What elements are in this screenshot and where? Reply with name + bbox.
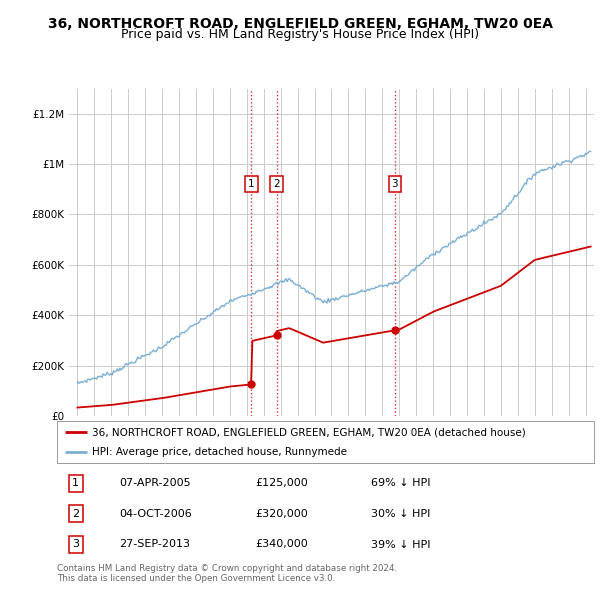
Text: Price paid vs. HM Land Registry's House Price Index (HPI): Price paid vs. HM Land Registry's House … (121, 28, 479, 41)
Text: 3: 3 (72, 539, 79, 549)
Text: HPI: Average price, detached house, Runnymede: HPI: Average price, detached house, Runn… (92, 447, 347, 457)
Text: 04-OCT-2006: 04-OCT-2006 (119, 509, 191, 519)
Text: £320,000: £320,000 (256, 509, 308, 519)
Text: 1: 1 (248, 179, 255, 189)
Text: 3: 3 (392, 179, 398, 189)
Text: £340,000: £340,000 (256, 539, 308, 549)
Text: 1: 1 (72, 478, 79, 489)
Text: 39% ↓ HPI: 39% ↓ HPI (371, 539, 431, 549)
Text: 2: 2 (72, 509, 79, 519)
Text: 36, NORTHCROFT ROAD, ENGLEFIELD GREEN, EGHAM, TW20 0EA (detached house): 36, NORTHCROFT ROAD, ENGLEFIELD GREEN, E… (92, 427, 526, 437)
Text: £125,000: £125,000 (256, 478, 308, 489)
Text: 07-APR-2005: 07-APR-2005 (119, 478, 190, 489)
Text: 69% ↓ HPI: 69% ↓ HPI (371, 478, 431, 489)
Text: 2: 2 (274, 179, 280, 189)
Text: 27-SEP-2013: 27-SEP-2013 (119, 539, 190, 549)
Text: 30% ↓ HPI: 30% ↓ HPI (371, 509, 431, 519)
Text: 36, NORTHCROFT ROAD, ENGLEFIELD GREEN, EGHAM, TW20 0EA: 36, NORTHCROFT ROAD, ENGLEFIELD GREEN, E… (47, 17, 553, 31)
Text: Contains HM Land Registry data © Crown copyright and database right 2024.
This d: Contains HM Land Registry data © Crown c… (57, 564, 397, 584)
